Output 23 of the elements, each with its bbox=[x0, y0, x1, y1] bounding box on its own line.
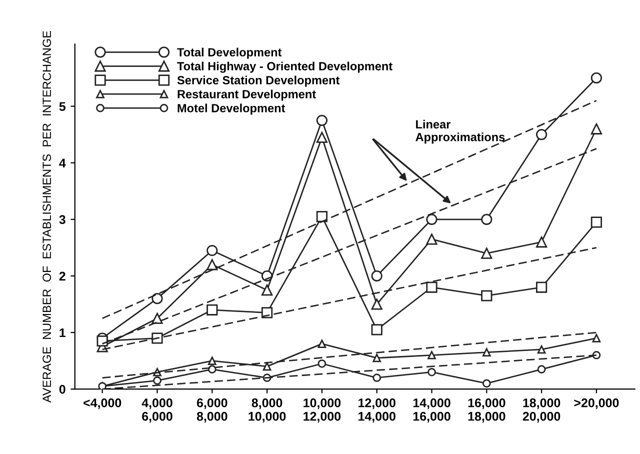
x-tick-label: <4,000 bbox=[84, 398, 122, 410]
annotation: Linear Approximations bbox=[416, 120, 505, 144]
y-tick-label: 5 bbox=[59, 102, 66, 111]
y-tick-label: 0 bbox=[59, 384, 66, 394]
legend-label: Restaurant Development bbox=[178, 90, 316, 101]
x-tick-label: 10,000 12,000 bbox=[304, 398, 341, 423]
x-tick-label: 14,000 16,000 bbox=[413, 398, 450, 423]
x-tick-label: 8,000 10,000 bbox=[248, 398, 286, 423]
y-axis-title: AVERAGE NUMBER OF ESTABLISHMENTS PER INTERCHANGE bbox=[42, 30, 52, 403]
y-tick-label: 4 bbox=[59, 158, 66, 168]
y-tick-label: 1 bbox=[60, 328, 66, 338]
legend-label: Total Development bbox=[177, 48, 282, 59]
x-tick-label: 4,000 6,000 bbox=[142, 398, 172, 423]
legend-label: Service Station Development bbox=[177, 76, 340, 87]
legend-label: Motel Development bbox=[178, 104, 286, 115]
x-tick-label: 18,000 20,000 bbox=[522, 398, 560, 423]
legend-label: Total Highway - Oriented Development bbox=[177, 62, 392, 73]
x-tick-label: 12,000 14,000 bbox=[358, 398, 396, 423]
x-tick-label: 16,000 18,000 bbox=[468, 398, 506, 423]
y-tick-label: 3 bbox=[59, 215, 66, 224]
y-tick-label: 2 bbox=[59, 272, 66, 280]
x-tick-label: 6,000 8,000 bbox=[196, 398, 228, 423]
x-tick-label: >20,000 bbox=[574, 398, 619, 410]
